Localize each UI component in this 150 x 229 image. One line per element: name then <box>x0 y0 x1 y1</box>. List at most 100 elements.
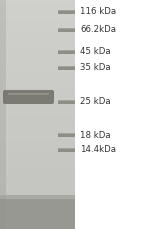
Bar <box>58 66 76 70</box>
Bar <box>0 54 75 56</box>
Bar <box>0 18 75 20</box>
Bar <box>0 166 75 168</box>
Bar <box>0 194 75 196</box>
Bar <box>0 90 75 92</box>
Bar <box>0 106 75 108</box>
Bar <box>0 146 75 148</box>
Bar <box>0 228 75 229</box>
Bar <box>0 226 75 228</box>
Bar <box>58 50 76 51</box>
Bar <box>0 96 75 98</box>
Bar <box>0 152 75 154</box>
Text: 18 kDa: 18 kDa <box>80 131 111 139</box>
Bar <box>0 28 75 30</box>
Bar <box>0 84 75 86</box>
Bar <box>0 202 75 204</box>
Bar <box>0 120 75 122</box>
Bar <box>0 88 75 90</box>
Bar <box>0 114 75 116</box>
Bar <box>58 28 76 32</box>
Bar <box>0 62 75 64</box>
Bar <box>75 0 79 229</box>
Bar <box>0 204 75 206</box>
Bar <box>0 34 75 36</box>
Bar <box>0 142 75 144</box>
Bar <box>0 30 75 32</box>
Bar <box>0 180 75 182</box>
Bar <box>0 26 75 28</box>
Text: 25 kDa: 25 kDa <box>80 98 111 106</box>
Bar <box>0 20 75 22</box>
Bar <box>0 2 75 4</box>
Bar <box>58 50 76 54</box>
Bar <box>0 136 75 138</box>
Bar <box>0 195 75 229</box>
Bar <box>0 0 6 229</box>
Bar <box>0 14 75 16</box>
Bar <box>0 162 75 164</box>
Bar <box>0 220 75 222</box>
Bar <box>0 36 75 38</box>
Bar <box>0 199 75 229</box>
Bar <box>58 100 76 104</box>
Bar <box>0 38 75 40</box>
Bar <box>58 148 76 149</box>
Bar <box>0 172 75 174</box>
Bar <box>0 50 75 52</box>
Text: 14.4kDa: 14.4kDa <box>80 145 116 155</box>
Bar <box>0 66 75 68</box>
Bar <box>0 56 75 58</box>
Bar <box>0 104 75 106</box>
Bar <box>0 200 75 202</box>
Bar <box>0 210 75 212</box>
Bar <box>0 158 75 160</box>
Bar <box>58 148 76 152</box>
Bar <box>0 110 75 112</box>
Bar <box>0 174 75 176</box>
Bar <box>0 132 75 134</box>
Bar <box>0 64 75 66</box>
Bar <box>0 72 75 74</box>
Bar <box>0 178 75 180</box>
Bar <box>58 133 76 134</box>
Bar <box>0 184 75 186</box>
Bar <box>0 80 75 82</box>
Bar <box>0 68 75 70</box>
Bar <box>0 40 75 42</box>
Bar <box>0 198 75 200</box>
Bar <box>0 16 75 18</box>
Bar <box>58 133 76 137</box>
Bar <box>0 118 75 120</box>
Bar <box>0 144 75 146</box>
Bar <box>0 10 75 12</box>
Text: 116 kDa: 116 kDa <box>80 8 116 16</box>
Bar <box>0 52 75 54</box>
Bar <box>0 212 75 214</box>
Bar <box>0 148 75 150</box>
Bar <box>0 74 75 76</box>
Bar <box>0 92 75 94</box>
Bar <box>8 93 49 95</box>
Bar <box>0 222 75 224</box>
Bar <box>0 48 75 50</box>
Bar <box>0 176 75 178</box>
Bar <box>0 24 75 26</box>
Bar <box>0 164 75 166</box>
Bar <box>0 44 75 46</box>
Bar <box>0 168 75 170</box>
Bar <box>0 128 75 130</box>
Bar <box>0 216 75 218</box>
Bar <box>0 192 75 194</box>
Bar <box>0 214 75 216</box>
FancyBboxPatch shape <box>3 90 54 104</box>
Text: 35 kDa: 35 kDa <box>80 63 111 73</box>
Bar <box>0 188 75 190</box>
Bar <box>0 154 75 156</box>
Bar <box>58 10 76 11</box>
Bar <box>0 116 75 118</box>
Bar <box>58 66 76 67</box>
Bar <box>0 82 75 84</box>
Bar <box>0 98 75 100</box>
Bar <box>0 122 75 124</box>
Bar <box>0 224 75 226</box>
